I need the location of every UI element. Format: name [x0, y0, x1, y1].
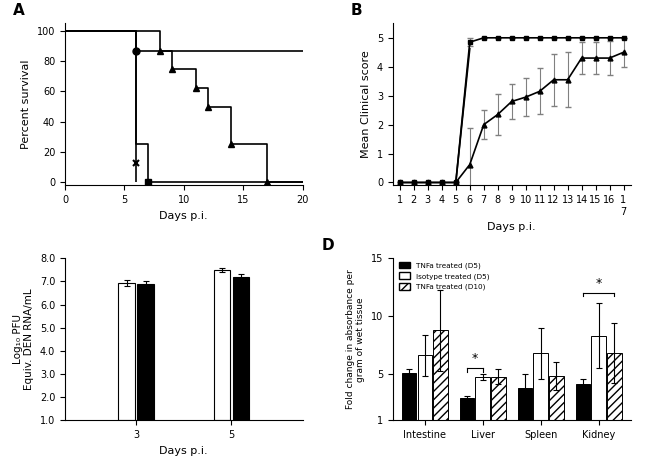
Y-axis label: Percent survival: Percent survival [21, 60, 31, 149]
Legend: TNFa treated (D5), Isotype treated (D5), TNFa treated (D10): TNFa treated (D5), Isotype treated (D5),… [396, 259, 493, 293]
Text: *: * [595, 276, 602, 290]
Y-axis label: Mean Clinical score: Mean Clinical score [361, 50, 371, 158]
Bar [534, 353, 548, 420]
Bar [402, 374, 417, 420]
Bar [433, 330, 448, 420]
Bar [137, 284, 154, 420]
X-axis label: Days p.i.: Days p.i. [159, 211, 208, 220]
Text: A: A [13, 3, 25, 18]
Bar [592, 336, 606, 420]
X-axis label: Days p.i.: Days p.i. [159, 446, 208, 456]
Bar [518, 388, 532, 420]
Y-axis label: Log₁₀ PFU
Equiv. DEN RNA/mL: Log₁₀ PFU Equiv. DEN RNA/mL [13, 289, 34, 390]
Text: D: D [322, 238, 334, 253]
Bar [118, 283, 135, 420]
Bar [491, 377, 506, 420]
Bar [476, 377, 490, 420]
Text: B: B [350, 3, 362, 18]
Bar [549, 376, 564, 420]
Bar [576, 384, 590, 420]
Bar [417, 355, 432, 420]
Bar [213, 270, 230, 420]
Text: *: * [472, 352, 478, 365]
Bar [233, 277, 249, 420]
Bar [460, 398, 474, 420]
X-axis label: Days p.i.: Days p.i. [488, 222, 536, 232]
Y-axis label: Fold change in absorbance per
gram of wet tissue: Fold change in absorbance per gram of we… [346, 269, 365, 409]
Bar [607, 353, 621, 420]
